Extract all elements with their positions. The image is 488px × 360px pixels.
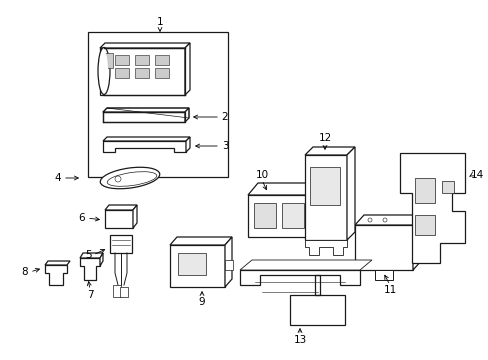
Text: 8: 8 (21, 267, 28, 277)
Ellipse shape (98, 48, 110, 94)
Polygon shape (100, 43, 190, 48)
Bar (110, 235, 132, 253)
Text: 3: 3 (221, 141, 228, 151)
Polygon shape (346, 147, 354, 240)
Polygon shape (184, 108, 189, 122)
Polygon shape (240, 260, 371, 270)
Ellipse shape (107, 172, 157, 186)
Polygon shape (312, 183, 323, 237)
Bar (374, 270, 392, 280)
Bar (178, 253, 205, 275)
Polygon shape (305, 147, 354, 155)
Circle shape (367, 218, 371, 222)
Bar (103, 53, 113, 68)
Polygon shape (45, 261, 70, 265)
Ellipse shape (100, 167, 160, 189)
Polygon shape (354, 225, 412, 270)
Bar (120, 287, 128, 297)
Polygon shape (247, 195, 312, 237)
Bar (253, 203, 275, 228)
Polygon shape (45, 265, 67, 285)
Polygon shape (100, 253, 103, 266)
Polygon shape (224, 237, 231, 287)
Text: 10: 10 (255, 170, 268, 180)
Bar (113, 285, 121, 297)
Polygon shape (305, 240, 346, 255)
Text: 2: 2 (221, 112, 228, 122)
Polygon shape (105, 205, 137, 210)
Polygon shape (305, 155, 346, 240)
Text: 14: 14 (469, 170, 483, 180)
Bar (135, 68, 149, 78)
Polygon shape (80, 258, 100, 280)
Bar (224, 260, 232, 270)
Bar (115, 68, 129, 78)
Text: 12: 12 (318, 133, 331, 143)
Polygon shape (184, 43, 190, 95)
Text: 13: 13 (293, 335, 306, 345)
Bar (155, 68, 169, 78)
Bar (414, 178, 434, 203)
Polygon shape (103, 112, 184, 122)
Circle shape (382, 218, 386, 222)
Polygon shape (103, 137, 190, 141)
Text: 5: 5 (84, 250, 91, 260)
Bar (309, 167, 339, 205)
Polygon shape (103, 141, 185, 152)
Polygon shape (105, 210, 133, 228)
Polygon shape (170, 237, 231, 245)
Polygon shape (100, 48, 184, 95)
Polygon shape (247, 183, 323, 195)
Text: 1: 1 (156, 17, 163, 27)
Polygon shape (185, 137, 190, 152)
Text: 9: 9 (198, 297, 205, 307)
Polygon shape (399, 153, 464, 263)
Text: 6: 6 (79, 213, 85, 223)
Polygon shape (170, 245, 224, 287)
Bar (88, 32, 227, 177)
Bar (282, 203, 304, 228)
Bar (135, 55, 149, 65)
Bar (155, 55, 169, 65)
Polygon shape (354, 215, 421, 225)
Polygon shape (103, 108, 189, 112)
Polygon shape (412, 215, 421, 270)
Text: 11: 11 (383, 285, 396, 295)
Polygon shape (240, 270, 359, 325)
Bar (414, 215, 434, 235)
Ellipse shape (100, 51, 108, 91)
Bar (441, 181, 453, 193)
Text: 7: 7 (86, 290, 93, 300)
Bar (115, 55, 129, 65)
Text: 4: 4 (55, 173, 61, 183)
Polygon shape (133, 205, 137, 228)
Circle shape (115, 176, 121, 182)
Polygon shape (80, 253, 103, 258)
